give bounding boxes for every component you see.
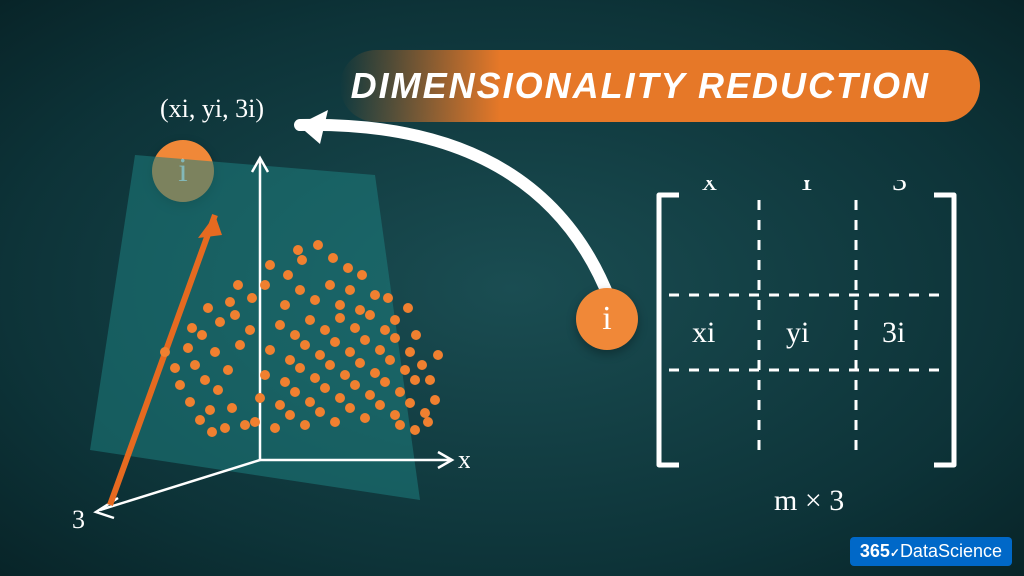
scatter-point xyxy=(250,417,260,427)
bracket-right xyxy=(934,195,954,465)
scatter-point xyxy=(225,297,235,307)
data-matrix: x Y 3 xi yi 3i m × 3 xyxy=(624,180,994,520)
scatter-point xyxy=(255,393,265,403)
scatter-point xyxy=(340,370,350,380)
scatter-point xyxy=(170,363,180,373)
scatter-point xyxy=(160,347,170,357)
scatter-point xyxy=(417,360,427,370)
scatter-point xyxy=(175,380,185,390)
scatter-point xyxy=(233,280,243,290)
scatter-point xyxy=(215,317,225,327)
matrix-svg: x Y 3 xi yi 3i m × 3 xyxy=(624,180,994,520)
scatter-point xyxy=(195,415,205,425)
scatter-point xyxy=(275,400,285,410)
axis-label-x: x xyxy=(458,445,470,474)
scatter-point xyxy=(280,377,290,387)
col-header-x: x xyxy=(702,180,717,197)
scatter-point xyxy=(375,400,385,410)
scatter-point xyxy=(203,303,213,313)
col-header-z: 3 xyxy=(892,180,907,197)
matrix-size-label: m × 3 xyxy=(774,484,844,517)
scatter-point xyxy=(400,365,410,375)
scatter-point xyxy=(200,375,210,385)
cell-xi: xi xyxy=(692,316,715,349)
scatter-point xyxy=(355,358,365,368)
scatter-point xyxy=(197,330,207,340)
scatter-point xyxy=(395,420,405,430)
scatter-point xyxy=(423,417,433,427)
scatter-point xyxy=(330,417,340,427)
scatter-point xyxy=(260,280,270,290)
index-badge-matrix-text: i xyxy=(602,300,611,338)
bracket-left xyxy=(659,195,679,465)
point-tuple-label: (xi, yi, 3i) xyxy=(160,94,264,124)
scatter-point xyxy=(210,347,220,357)
scatter-point xyxy=(260,370,270,380)
scatter-point xyxy=(325,360,335,370)
scatter-point xyxy=(185,397,195,407)
scatter-point xyxy=(310,373,320,383)
scatter-point xyxy=(410,425,420,435)
scatter-point xyxy=(183,343,193,353)
scatter-point xyxy=(380,377,390,387)
scatter-point xyxy=(350,380,360,390)
scatter-point xyxy=(240,420,250,430)
scatter-point xyxy=(220,423,230,433)
scatter-point xyxy=(320,383,330,393)
scatter-point xyxy=(300,420,310,430)
cell-zi: 3i xyxy=(882,316,905,349)
scatter-point xyxy=(285,355,295,365)
axis-label-z: 3 xyxy=(72,505,85,530)
scatter-point xyxy=(247,293,257,303)
scatter-point xyxy=(385,355,395,365)
col-header-y: Y xyxy=(796,180,818,197)
scatter-point xyxy=(315,350,325,360)
scatter-point xyxy=(425,375,435,385)
scatter-point xyxy=(430,395,440,405)
scatter-point xyxy=(433,350,443,360)
scatter-point xyxy=(305,397,315,407)
scatter-point xyxy=(405,398,415,408)
scatter-point xyxy=(285,410,295,420)
scatter-point xyxy=(230,310,240,320)
scatter-point xyxy=(227,403,237,413)
scatter-point xyxy=(345,403,355,413)
scatter-point xyxy=(365,390,375,400)
scatter-point xyxy=(190,360,200,370)
scatter-point xyxy=(335,393,345,403)
scatter-point xyxy=(265,260,275,270)
brand-name: DataScience xyxy=(900,541,1002,561)
scatter-point xyxy=(213,385,223,395)
scatter-point xyxy=(187,323,197,333)
scatter-point xyxy=(390,410,400,420)
brand-prefix: 365 xyxy=(860,541,890,561)
scatter-point xyxy=(395,387,405,397)
scatter-point xyxy=(315,407,325,417)
scatter-point xyxy=(270,423,280,433)
scatter-point xyxy=(235,340,245,350)
scatter-point xyxy=(245,325,255,335)
scatter-point xyxy=(420,408,430,418)
scatter-point xyxy=(360,413,370,423)
scatter-point xyxy=(290,387,300,397)
scatter-point xyxy=(223,365,233,375)
scatter-point xyxy=(410,375,420,385)
cell-yi: yi xyxy=(786,316,809,349)
scatter-point xyxy=(295,363,305,373)
scatter-point xyxy=(205,405,215,415)
brand-badge: 365​✓DataScience xyxy=(850,537,1012,566)
scatter-point xyxy=(207,427,217,437)
scatter-point xyxy=(265,345,275,355)
scatter-point xyxy=(370,368,380,378)
